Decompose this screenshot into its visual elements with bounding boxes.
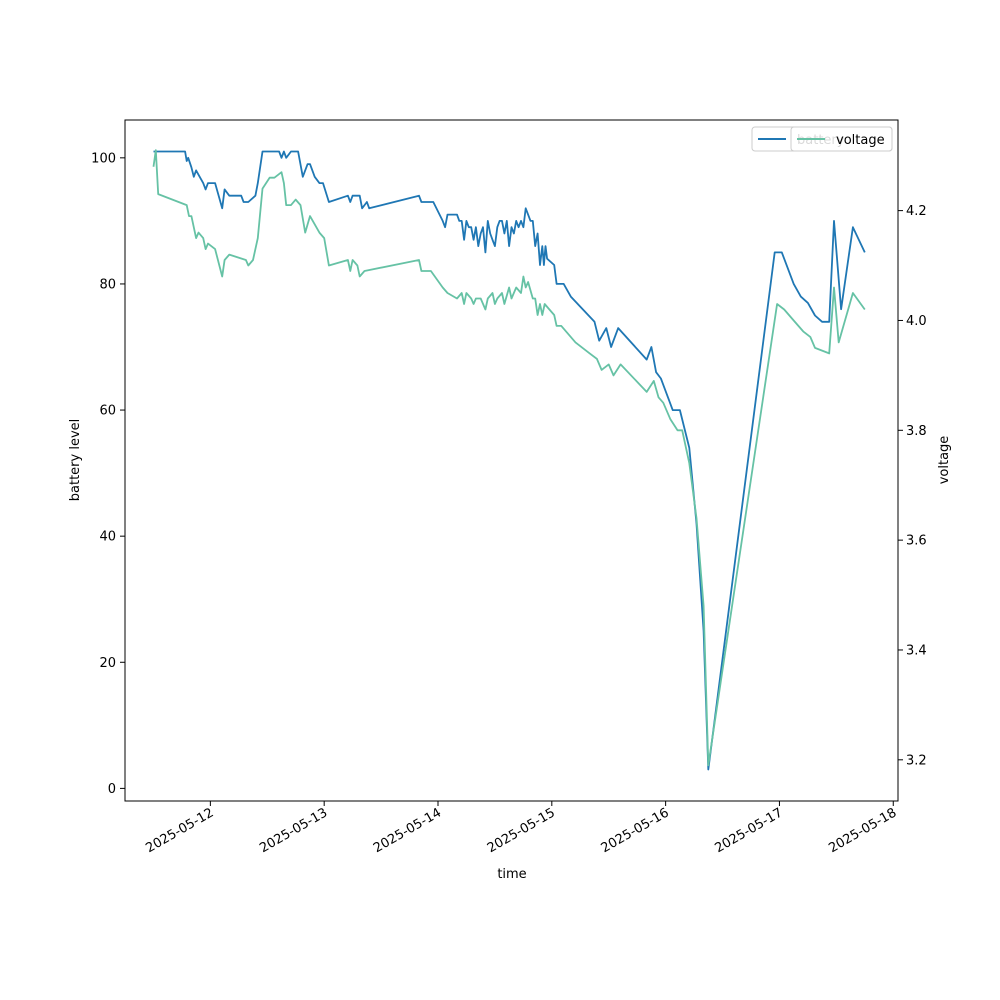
y-tick-label-60: 60	[99, 404, 116, 419]
plot-area	[125, 120, 898, 801]
y2-tick-label-3-4: 3.4	[906, 643, 927, 658]
plot-frame	[124, 119, 899, 802]
legend-voltage-label: voltage	[836, 133, 885, 148]
y-tick-label-40: 40	[99, 530, 116, 545]
legend-voltage: voltage	[790, 126, 893, 152]
legend-voltage-frame	[790, 126, 893, 152]
x-axis-label: time	[497, 867, 526, 882]
y2-tick-label-4-0: 4.0	[906, 314, 927, 329]
y-axis-label: battery level	[68, 419, 83, 502]
series-layer	[152, 149, 866, 771]
y-tick-label-0: 0	[108, 782, 116, 797]
y2-tick-label-3-2: 3.2	[906, 753, 927, 768]
y2-axis-ticks: 3.2 3.4 3.6 3.8 4.0 4.2	[898, 204, 927, 768]
y2-tick-label-3-6: 3.6	[906, 534, 927, 549]
series-line-voltage	[152, 149, 866, 767]
y-tick-label-80: 80	[99, 277, 116, 292]
y2-tick-label-3-8: 3.8	[906, 424, 927, 439]
y-tick-label-100: 100	[91, 151, 116, 166]
y-tick-label-20: 20	[99, 656, 116, 671]
y2-tick-label-4-2: 4.2	[906, 204, 927, 219]
y-axis-ticks: 0 20 40 60 80 100	[91, 151, 125, 797]
y2-axis-label: voltage	[937, 436, 952, 485]
series-line-battery	[153, 150, 866, 771]
